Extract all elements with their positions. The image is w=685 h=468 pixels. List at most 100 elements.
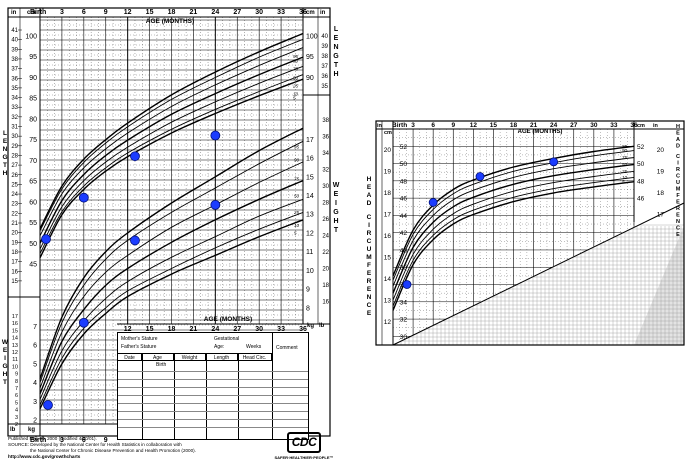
weight-lb-tick-left: 7 bbox=[15, 386, 18, 392]
cdc-tagline: SAFER·HEALTHIER·PEOPLE™ bbox=[274, 455, 334, 460]
length-in-tick-right: 39 bbox=[321, 44, 328, 50]
x-title-top: AGE (MONTHS) bbox=[146, 18, 194, 25]
kg-unit-bottom: kg bbox=[28, 427, 35, 433]
length-curve-p75 bbox=[39, 47, 304, 237]
in-unit-right: in bbox=[320, 10, 326, 16]
weight-title-right-char: E bbox=[334, 191, 339, 198]
weight-title-right-char: H bbox=[333, 218, 338, 225]
weight-title-right-char: G bbox=[333, 209, 339, 216]
length-in-tick-right: 37 bbox=[321, 64, 328, 70]
weight-pct-label: 90 bbox=[294, 158, 300, 163]
length-title-left-char: T bbox=[3, 162, 7, 169]
x-tick-bottom: 3 bbox=[60, 437, 64, 444]
weight-lb-tick-left: 6 bbox=[15, 393, 18, 399]
length-curve-p25 bbox=[39, 65, 304, 250]
weight-curve-p25 bbox=[39, 198, 304, 400]
x-tick-top: 18 bbox=[168, 9, 176, 16]
length-in-tick: 38 bbox=[11, 57, 18, 63]
weight-kg-tick-right: 16 bbox=[306, 156, 314, 163]
length-cm-tick: 95 bbox=[29, 54, 37, 61]
x-tick-mid: 12 bbox=[124, 326, 132, 333]
x-tick-top: 36 bbox=[299, 9, 307, 16]
weight-pct-label: 75 bbox=[294, 176, 300, 181]
length-in-tick-right: 36 bbox=[321, 74, 328, 80]
length-curve-p10 bbox=[39, 74, 304, 254]
length-title-left-char: L bbox=[3, 130, 7, 137]
weight-lb-tick-right: 18 bbox=[322, 283, 329, 289]
weight-lb-tick-left: 15 bbox=[12, 328, 18, 334]
weight-lb-tick-left: 14 bbox=[12, 336, 18, 342]
length-title-left-char: H bbox=[3, 170, 8, 177]
x-tick-mid: 36 bbox=[299, 326, 307, 333]
length-in-tick: 33 bbox=[11, 105, 18, 111]
x-title-bottom: AGE (MONTHS) bbox=[204, 316, 252, 323]
weight-pct-label: 10 bbox=[294, 223, 300, 228]
weight-pct-label: 25 bbox=[293, 210, 300, 215]
x-tick-top: 3 bbox=[60, 9, 64, 16]
length-pct-label: 25 bbox=[292, 84, 299, 89]
length-in-tick-right: 38 bbox=[321, 54, 328, 60]
birth-row-label: Birth bbox=[156, 362, 167, 368]
weight-lb-tick-right: 34 bbox=[322, 151, 329, 157]
in-unit-top: in bbox=[11, 10, 17, 16]
weight-lb-tick-left: 8 bbox=[15, 379, 18, 385]
length-cm-tick: 60 bbox=[29, 199, 37, 206]
length-in-tick: 36 bbox=[11, 76, 18, 82]
length-cm-tick: 100 bbox=[25, 34, 37, 41]
col-date: Date bbox=[118, 353, 142, 361]
length-cm-tick-right: 95 bbox=[306, 54, 314, 61]
length-curve-p95 bbox=[39, 32, 304, 230]
col-head-circ: Head Circ. bbox=[238, 353, 272, 361]
weight-kg-tick-right: 11 bbox=[306, 249, 313, 256]
length-in-tick: 16 bbox=[11, 269, 18, 275]
length-in-tick: 32 bbox=[11, 115, 18, 121]
length-title-left-char: G bbox=[2, 154, 7, 161]
weight-title-left-char: T bbox=[3, 379, 7, 386]
weight-kg-tick-right: 10 bbox=[306, 268, 314, 275]
length-title-right-char: H bbox=[333, 71, 338, 78]
weight-lb-tick-right: 28 bbox=[322, 201, 329, 207]
mother-stature-label: Mother's Stature bbox=[121, 336, 158, 342]
weight-lb-tick-right: 24 bbox=[322, 234, 329, 240]
length-title-right-char: N bbox=[333, 44, 338, 51]
weight-lb-tick-right: 32 bbox=[322, 168, 329, 174]
source-line-2: the National Center for Chronic Disease … bbox=[30, 448, 196, 453]
length-cm-tick: 65 bbox=[29, 179, 37, 186]
weight-measurement-point bbox=[78, 317, 89, 328]
x-tick-bottom: 6 bbox=[82, 437, 86, 444]
length-in-tick: 40 bbox=[11, 38, 18, 44]
x-tick-mid: 30 bbox=[255, 326, 263, 333]
length-title-left-char: N bbox=[3, 146, 8, 153]
weight-curve-p95 bbox=[39, 127, 304, 380]
length-measurement-point bbox=[41, 234, 51, 245]
cm-unit-top: cm bbox=[27, 10, 36, 16]
weight-kg-tick-right: 17 bbox=[306, 137, 314, 144]
length-cm-tick: 55 bbox=[29, 220, 37, 227]
length-cm-tick: 75 bbox=[29, 137, 37, 144]
x-tick-mid: 15 bbox=[146, 326, 154, 333]
weight-lb-tick-left: 10 bbox=[12, 364, 18, 370]
weight-title-left-char: H bbox=[3, 371, 8, 378]
x-tick-bottom: 9 bbox=[104, 437, 108, 444]
length-pct-label: 95 bbox=[293, 54, 299, 59]
weight-lb-tick-left: 4 bbox=[15, 408, 18, 414]
length-curve-p50 bbox=[39, 56, 304, 244]
weight-lb-tick-right: 22 bbox=[322, 250, 329, 256]
weight-kg-tick-right: 12 bbox=[306, 230, 314, 237]
length-cm-tick-right: 90 bbox=[306, 75, 314, 82]
cm-unit-right: cm bbox=[306, 10, 315, 16]
x-tick-top: 27 bbox=[233, 9, 241, 16]
weight-curve-p10 bbox=[39, 211, 304, 406]
length-in-tick: 26 bbox=[11, 173, 18, 179]
length-cm-tick: 45 bbox=[29, 262, 37, 269]
weight-lb-tick-right: 38 bbox=[322, 118, 329, 124]
length-in-tick: 17 bbox=[11, 260, 18, 266]
weight-measurement-point bbox=[210, 199, 221, 210]
weight-kg-tick-right: 8 bbox=[306, 305, 310, 312]
lb-unit-right: lb bbox=[319, 323, 325, 329]
growthcharts-link[interactable]: http://www.cdc.gov/growthcharts bbox=[8, 454, 81, 459]
x-tick-top: 24 bbox=[211, 9, 219, 16]
weight-kg-tick-left: 5 bbox=[33, 361, 37, 368]
col-weight: Weight bbox=[174, 353, 206, 361]
weight-pct-label: 50 bbox=[294, 193, 300, 198]
